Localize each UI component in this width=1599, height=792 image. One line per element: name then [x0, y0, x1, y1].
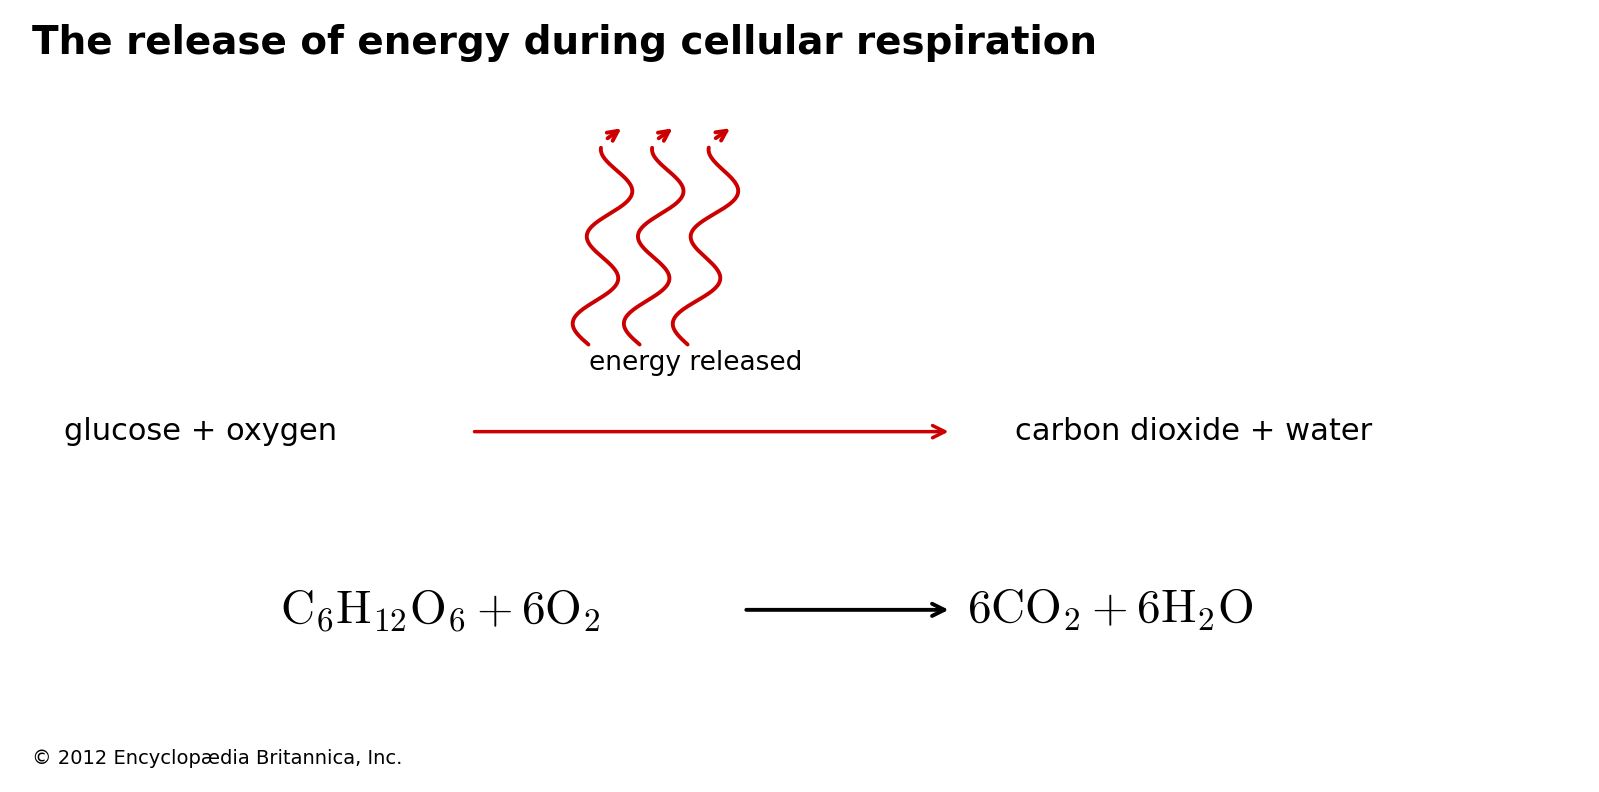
Text: $\mathrm{C_6H_{12}O_6 + 6O_2}$: $\mathrm{C_6H_{12}O_6 + 6O_2}$ — [280, 587, 601, 633]
Text: carbon dioxide + water: carbon dioxide + water — [1015, 417, 1372, 446]
Text: energy released: energy released — [588, 350, 803, 376]
Text: The release of energy during cellular respiration: The release of energy during cellular re… — [32, 24, 1097, 62]
Text: $\mathrm{6CO_2 + 6H_2O}$: $\mathrm{6CO_2 + 6H_2O}$ — [967, 587, 1254, 633]
Text: © 2012 Encyclopædia Britannica, Inc.: © 2012 Encyclopædia Britannica, Inc. — [32, 749, 403, 768]
Text: glucose + oxygen: glucose + oxygen — [64, 417, 337, 446]
